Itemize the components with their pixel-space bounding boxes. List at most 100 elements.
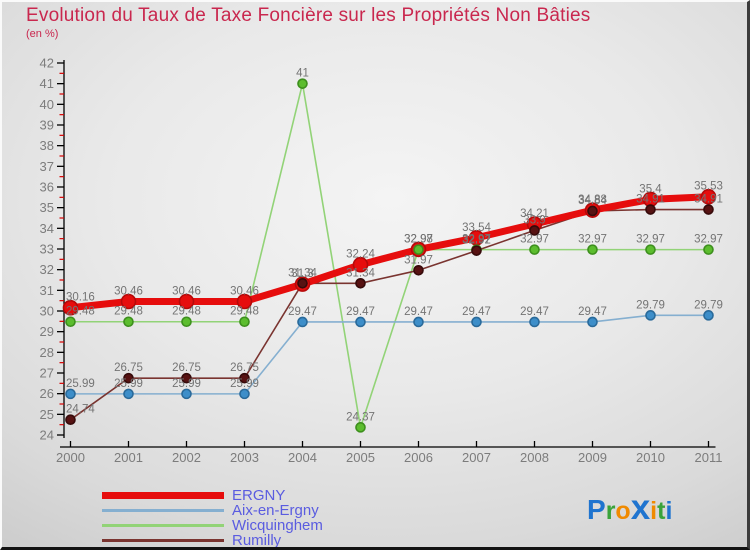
point-label-wicquinghem: 24.37	[346, 411, 375, 423]
point-label-rumilly: 26.75	[230, 362, 259, 374]
legend-label-wicquinghem: Wicquinghem	[232, 517, 323, 534]
data-point-rumilly	[297, 278, 308, 289]
data-point-wicquinghem	[413, 244, 424, 255]
data-point-aix-en-ergny	[703, 310, 714, 321]
data-point-rumilly	[181, 372, 192, 384]
point-label-aix-en-ergny: 25.99	[66, 378, 95, 390]
x-tick-label: 2008	[520, 450, 549, 465]
x-tick-label: 2002	[172, 450, 201, 465]
legend-label-aix-en-ergny: Aix-en-Ergny	[232, 502, 319, 519]
data-point-ergny	[120, 293, 137, 310]
x-tick-label: 2010	[636, 450, 665, 465]
data-point-aix-en-ergny	[471, 316, 482, 328]
y-tick-label: 26	[40, 386, 54, 401]
point-label-rumilly: 31.34	[288, 267, 317, 279]
point-label-rumilly: 34.84	[578, 195, 607, 207]
y-tick-label: 27	[40, 365, 54, 380]
y-tick-label: 38	[40, 138, 54, 153]
proxiti-logo: Proxiti	[587, 488, 672, 528]
point-label-wicquinghem: 29.48	[172, 306, 201, 318]
point-label-ergny: 34.21	[520, 208, 549, 220]
x-tick-label: 2005	[346, 450, 375, 465]
data-point-aix-en-ergny	[645, 310, 656, 321]
logo-letter: o	[615, 497, 631, 525]
point-label-aix-en-ergny: 25.99	[114, 378, 143, 390]
point-label-aix-en-ergny: 29.79	[694, 299, 723, 311]
y-tick-label: 35	[40, 200, 54, 215]
data-point-rumilly	[123, 372, 134, 384]
point-label-wicquinghem: 41	[296, 68, 309, 80]
x-tick-label: 2009	[578, 450, 607, 465]
page-title: Evolution du Taux de Taxe Foncière sur l…	[26, 5, 591, 26]
data-point-ergny	[700, 188, 717, 205]
data-point-rumilly	[65, 414, 76, 426]
data-point-rumilly	[529, 225, 540, 236]
data-point-wicquinghem	[529, 244, 540, 255]
point-label-ergny: 31.3	[291, 268, 313, 280]
y-tick-label: 30	[40, 303, 54, 318]
data-point-wicquinghem	[587, 244, 598, 255]
point-label-wicquinghem: 32.97	[462, 234, 491, 246]
legend-label-rumilly: Rumilly	[232, 532, 282, 549]
y-tick-label: 32	[40, 262, 54, 277]
legend-swatch-rumilly	[102, 539, 224, 542]
data-point-aix-en-ergny	[65, 388, 76, 400]
point-label-ergny: 30.16	[66, 292, 95, 304]
series-line-aix-en-ergny	[69, 314, 710, 395]
data-point-wicquinghem	[645, 244, 656, 255]
point-label-rumilly: 26.75	[172, 362, 201, 374]
series-line-ergny	[67, 193, 712, 312]
data-point-aix-en-ergny	[529, 316, 540, 328]
data-point-rumilly	[587, 205, 598, 217]
series-line-wicquinghem	[69, 82, 710, 429]
point-label-wicquinghem: 32.97	[520, 234, 549, 246]
y-tick-label: 37	[40, 159, 54, 174]
point-label-wicquinghem: 32.97	[578, 234, 607, 246]
legend-item-rumilly: Rumilly	[102, 532, 323, 549]
point-label-rumilly: 26.75	[114, 362, 143, 374]
point-label-rumilly: 31.34	[346, 267, 375, 279]
point-label-ergny: 32.98	[404, 233, 433, 245]
y-tick-label: 39	[40, 117, 54, 132]
y-tick-label: 25	[40, 407, 54, 422]
point-label-wicquinghem: 29.48	[66, 306, 95, 318]
data-point-rumilly	[413, 264, 424, 276]
legend-swatch-aix-en-ergny	[102, 509, 224, 512]
data-point-wicquinghem	[181, 316, 192, 328]
data-point-rumilly	[471, 245, 482, 256]
point-label-ergny: 32.24	[346, 249, 375, 261]
x-tick-label: 2006	[404, 450, 433, 465]
x-tick-label: 2004	[288, 450, 317, 465]
y-tick-label: 34	[40, 221, 54, 236]
point-label-wicquinghem: 29.48	[114, 306, 143, 318]
point-label-aix-en-ergny: 29.47	[462, 306, 491, 318]
y-tick-label: 29	[40, 324, 54, 339]
data-point-wicquinghem	[239, 316, 250, 328]
point-label-wicquinghem: 29.48	[230, 306, 259, 318]
point-label-wicquinghem: 32.97	[636, 234, 665, 246]
logo-letter: x	[630, 488, 651, 527]
legend-item-wicquinghem: Wicquinghem	[102, 518, 323, 533]
legend-item-aix-en-ergny: Aix-en-Ergny	[102, 503, 323, 518]
point-label-ergny: 30.46	[230, 285, 259, 297]
logo-letter: i	[650, 497, 658, 525]
data-point-wicquinghem	[297, 78, 308, 89]
legend-swatch-ergny	[102, 492, 224, 499]
x-tick-label: 2003	[230, 450, 259, 465]
data-point-aix-en-ergny	[123, 388, 134, 400]
point-label-ergny: 34.88	[578, 194, 607, 206]
data-point-ergny	[62, 299, 79, 316]
point-label-wicquinghem: 32.97	[404, 234, 433, 246]
point-label-rumilly: 32.92	[462, 235, 491, 247]
point-label-aix-en-ergny: 29.47	[578, 306, 607, 318]
y-tick-label: 42	[40, 55, 54, 70]
data-point-wicquinghem	[703, 244, 714, 255]
data-point-aix-en-ergny	[587, 316, 598, 328]
point-label-ergny: 35.53	[694, 181, 723, 193]
data-point-ergny	[236, 293, 253, 310]
data-point-aix-en-ergny	[181, 388, 192, 400]
data-point-wicquinghem	[355, 422, 366, 433]
y-tick-label: 24	[40, 428, 54, 443]
point-label-aix-en-ergny: 29.47	[404, 306, 433, 318]
